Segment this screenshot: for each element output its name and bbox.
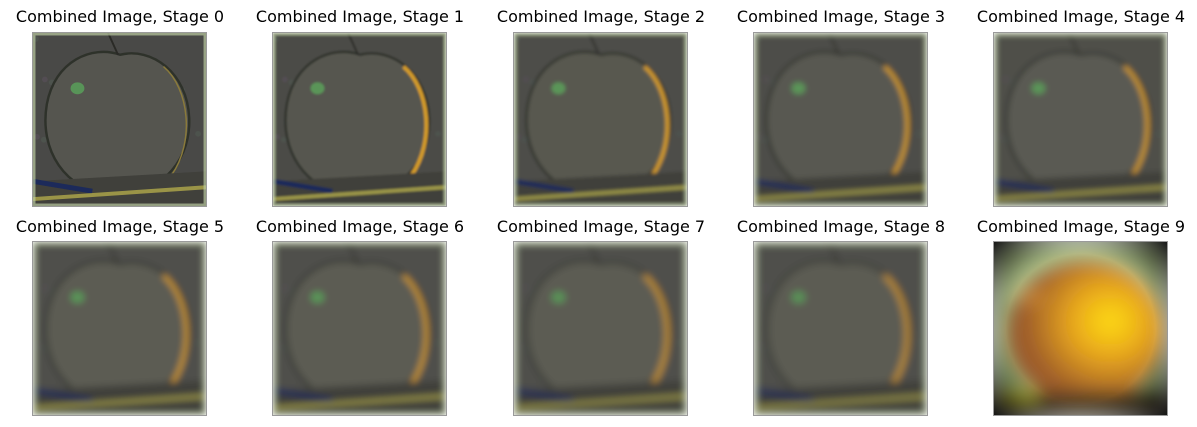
stage-title: Combined Image, Stage 7	[496, 217, 706, 236]
apple-image	[273, 242, 446, 415]
apple-image	[994, 242, 1167, 415]
apple-image	[514, 242, 687, 415]
stage-title: Combined Image, Stage 1	[255, 7, 465, 26]
stage-image	[993, 32, 1168, 207]
stage-panel: Combined Image, Stage 1	[240, 0, 480, 427]
apple-image	[33, 33, 206, 206]
apple-image	[33, 242, 206, 415]
stage-panel: Combined Image, Stage 8	[721, 0, 961, 427]
stage-image	[513, 241, 688, 416]
stage-panel: Combined Image, Stage 0	[0, 0, 240, 427]
stage-panel: Combined Image, Stage 6	[240, 0, 480, 427]
stage-panel: Combined Image, Stage 7	[481, 0, 721, 427]
stage-title: Combined Image, Stage 3	[736, 7, 946, 26]
stage-panel: Combined Image, Stage 3	[721, 0, 961, 427]
stage-title: Combined Image, Stage 0	[15, 7, 225, 26]
stage-image	[513, 32, 688, 207]
stage-title: Combined Image, Stage 2	[496, 7, 706, 26]
stage-panel: Combined Image, Stage 5	[0, 0, 240, 427]
stage-panel: Combined Image, Stage 4	[961, 0, 1197, 427]
stage-title: Combined Image, Stage 5	[15, 217, 225, 236]
stage-image	[753, 241, 928, 416]
stage-image	[753, 32, 928, 207]
stage-image	[272, 32, 447, 207]
stage-title: Combined Image, Stage 9	[976, 217, 1186, 236]
stage-image	[32, 32, 207, 207]
apple-image	[754, 242, 927, 415]
apple-image	[514, 33, 687, 206]
stage-title: Combined Image, Stage 4	[976, 7, 1186, 26]
apple-image	[273, 33, 446, 206]
stage-title: Combined Image, Stage 6	[255, 217, 465, 236]
stage-panel: Combined Image, Stage 2	[481, 0, 721, 427]
stage-panel: Combined Image, Stage 9	[961, 0, 1197, 427]
apple-image	[994, 33, 1167, 206]
stage-image	[272, 241, 447, 416]
stage-title: Combined Image, Stage 8	[736, 217, 946, 236]
apple-image	[754, 33, 927, 206]
stage-image	[993, 241, 1168, 416]
stage-image	[32, 241, 207, 416]
